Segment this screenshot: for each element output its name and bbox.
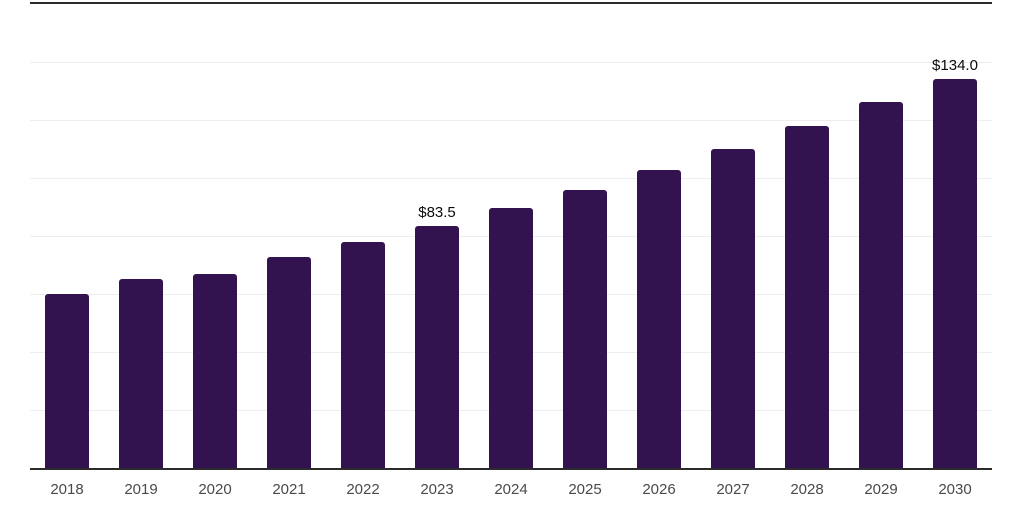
- bar-2028: [785, 125, 829, 468]
- bar-2018: [45, 294, 89, 468]
- bar-2020: [193, 273, 237, 468]
- gridline-100: [30, 178, 992, 179]
- x-tick-label-2018: 2018: [50, 481, 84, 498]
- x-tick-label-2029: 2029: [864, 481, 898, 498]
- plot-area: $83.5 $134.0: [30, 2, 992, 470]
- value-label-2023: $83.5: [418, 203, 456, 221]
- x-axis-tick-labels: 2018 2019 2020 2021 2022 2023 2024 2025 2026 2027…: [30, 481, 992, 505]
- x-tick-label-2020: 2020: [198, 481, 232, 498]
- x-tick-label-2030: 2030: [938, 481, 972, 498]
- bar-2019: [119, 278, 163, 468]
- x-tick-label-2024: 2024: [494, 481, 528, 498]
- x-tick-label-2025: 2025: [568, 481, 602, 498]
- bar-2030: [933, 79, 977, 468]
- x-tick-label-2022: 2022: [346, 481, 380, 498]
- x-tick-label-2019: 2019: [124, 481, 158, 498]
- bar-2023: [415, 225, 459, 468]
- bar-2021: [267, 257, 311, 468]
- bar-2025: [563, 189, 607, 468]
- x-tick-label-2021: 2021: [272, 481, 306, 498]
- gridline-140: [30, 62, 992, 63]
- bar-2022: [341, 241, 385, 468]
- bar-2024: [489, 208, 533, 468]
- bar-2027: [711, 148, 755, 468]
- value-label-2030: $134.0: [932, 57, 978, 75]
- bar-2029: [859, 102, 903, 468]
- gridline-120: [30, 120, 992, 121]
- x-tick-label-2026: 2026: [642, 481, 676, 498]
- bar-2026: [637, 169, 681, 468]
- x-tick-label-2023: 2023: [420, 481, 454, 498]
- x-tick-label-2027: 2027: [716, 481, 750, 498]
- x-tick-label-2028: 2028: [790, 481, 824, 498]
